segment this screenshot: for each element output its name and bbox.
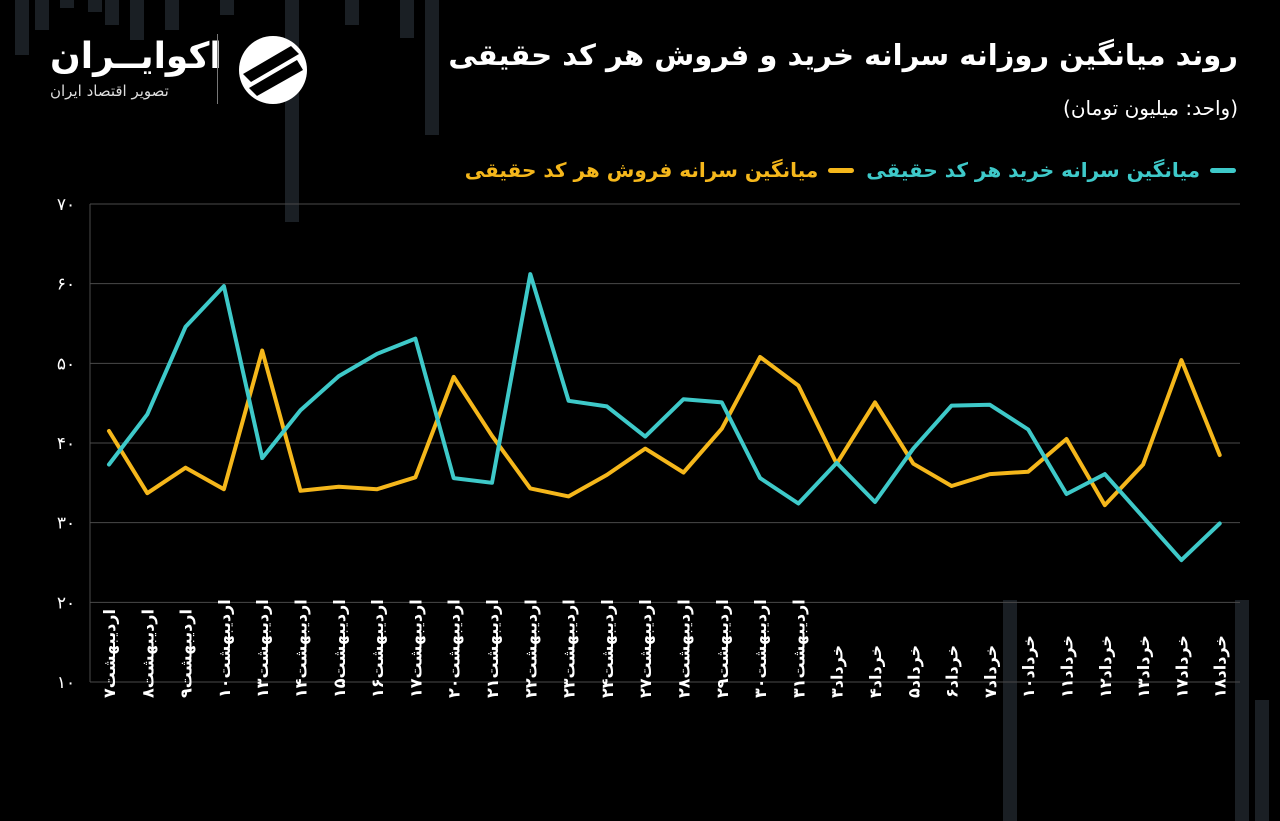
x-tick-label: اردیبهشت۲۲ [521, 599, 540, 698]
logo-name: اکوایــران [50, 36, 222, 77]
x-tick-label: خرداد۱۰ [1019, 635, 1038, 698]
x-tick-label: خرداد۱۱ [1058, 635, 1077, 698]
chart-title: روند میانگین روزانه سرانه خرید و فروش هر… [448, 38, 1238, 72]
y-tick-label: ۶۰ [57, 275, 75, 295]
background-candle [1235, 600, 1249, 821]
background-candle [88, 0, 102, 12]
x-tick-label: خرداد۵ [904, 645, 923, 698]
x-tick-label: خرداد۱۷ [1172, 635, 1191, 698]
x-tick-label: اردیبهشت۲۱ [483, 599, 502, 698]
y-tick-label: ۴۰ [57, 434, 75, 454]
legend-label-sell: میانگین سرانه فروش هر کد حقیقی [464, 158, 819, 182]
x-tick-label: اردیبهشت۲۹ [713, 599, 732, 698]
series-line-buy [107, 272, 1222, 563]
background-candle [165, 0, 179, 30]
y-tick-label: ۱۰ [57, 673, 75, 693]
background-candle [60, 0, 74, 8]
x-tick-label: اردیبهشت۲۰ [445, 599, 464, 698]
ecoiran-logo-icon [239, 36, 307, 104]
chart-unit: (واحد: میلیون تومان) [1063, 96, 1238, 120]
x-tick-label: اردیبهشت۳۱ [789, 599, 808, 698]
background-candle [35, 0, 49, 30]
background-candle [130, 0, 144, 40]
legend-label-buy: میانگین سرانه خرید هر کد حقیقی [866, 158, 1200, 182]
logo: اکوایــران تصویر اقتصاد ایران [50, 32, 320, 112]
x-tick-label: اردیبهشت۲۴ [598, 599, 617, 698]
x-tick-label: اردیبهشت۷ [100, 609, 119, 698]
x-tick-label: اردیبهشت۲۸ [675, 599, 694, 698]
x-tick-label: خرداد۷ [981, 645, 1000, 698]
x-tick-label: اردیبهشت۱۴ [292, 599, 311, 698]
y-tick-label: ۳۰ [57, 514, 75, 534]
x-tick-label: اردیبهشت۲۳ [560, 599, 579, 698]
x-tick-label: اردیبهشت۱۵ [330, 599, 349, 698]
background-candle [105, 0, 119, 25]
legend-item-sell: میانگین سرانه فروش هر کد حقیقی [464, 158, 855, 182]
y-tick-label: ۷۰ [57, 195, 75, 215]
legend-swatch-sell [828, 167, 855, 173]
x-tick-label: اردیبهشت۸ [138, 609, 157, 698]
x-tick-label: اردیبهشت۱۶ [368, 599, 387, 698]
x-tick-label: خرداد۱۲ [1096, 635, 1115, 698]
x-tick-label: اردیبهشت۹ [177, 609, 196, 698]
legend-item-buy: میانگین سرانه خرید هر کد حقیقی [866, 158, 1236, 182]
x-tick-label: خرداد۳ [828, 645, 847, 698]
background-candle [15, 0, 29, 55]
y-tick-label: ۲۰ [57, 593, 75, 613]
background-candle [345, 0, 359, 25]
legend-swatch-buy [1210, 167, 1236, 173]
x-tick-label: اردیبهشت۳۰ [751, 599, 770, 698]
y-tick-label: ۵۰ [57, 354, 75, 374]
background-candle [400, 0, 414, 38]
logo-subtitle: تصویر اقتصاد ایران [50, 82, 169, 100]
series-line-sell [107, 348, 1222, 508]
x-tick-label: خرداد۱۸ [1211, 635, 1230, 698]
background-candle [220, 0, 234, 15]
x-tick-label: اردیبهشت۱۷ [406, 599, 425, 698]
x-tick-label: خرداد۱۳ [1134, 635, 1153, 698]
background-candle [1003, 600, 1017, 821]
x-tick-label: اردیبهشت۱۳ [253, 599, 272, 698]
x-tick-label: اردیبهشت۲۷ [636, 599, 655, 698]
background-candle [425, 0, 439, 135]
chart-legend: میانگین سرانه خرید هر کد حقیقی میانگین س… [465, 158, 1236, 182]
background-candle [1255, 700, 1269, 821]
x-tick-label: خرداد۴ [866, 645, 885, 698]
logo-divider [217, 34, 218, 104]
x-tick-label: اردیبهشت۱۰ [215, 599, 234, 698]
x-tick-label: خرداد۶ [943, 645, 962, 698]
